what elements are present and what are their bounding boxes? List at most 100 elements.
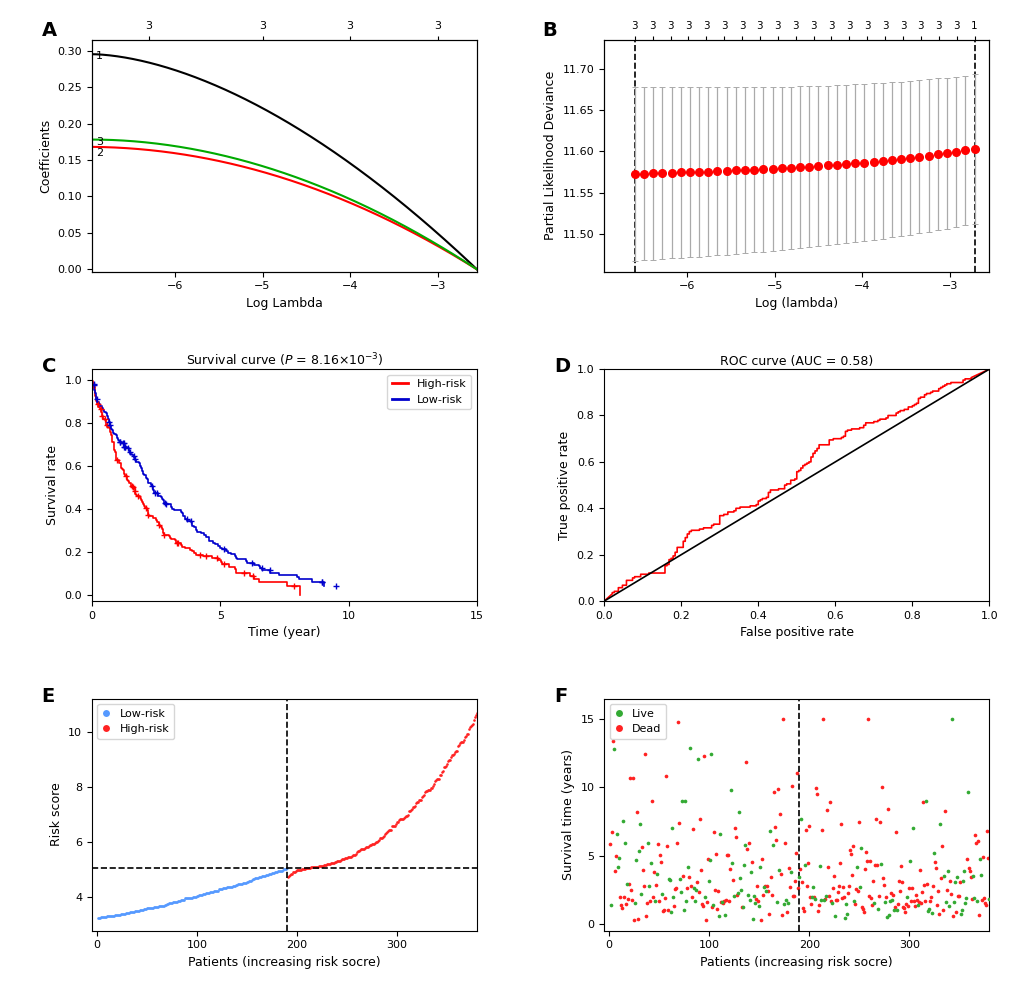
Point xyxy=(374,830,390,845)
Dead xyxy=(962,869,978,885)
Point xyxy=(434,763,450,779)
Live xyxy=(761,823,777,839)
Point xyxy=(345,847,362,863)
Point xyxy=(119,906,136,922)
Point xyxy=(463,719,479,735)
Dead xyxy=(624,892,640,908)
Point xyxy=(265,865,281,881)
Point xyxy=(297,861,313,877)
Point xyxy=(221,879,237,895)
Dead xyxy=(918,876,934,892)
Dead xyxy=(895,899,911,915)
Point xyxy=(361,838,377,853)
Live xyxy=(817,888,834,904)
Point xyxy=(156,898,172,914)
Point xyxy=(411,792,427,808)
Live xyxy=(838,896,854,912)
Live xyxy=(639,836,655,851)
Y-axis label: Coefficients: Coefficients xyxy=(39,119,52,193)
Dead xyxy=(734,900,750,916)
Point xyxy=(207,883,223,899)
Live xyxy=(736,856,752,872)
Live xyxy=(653,886,669,902)
Point xyxy=(94,909,110,925)
Point xyxy=(104,908,120,924)
Dead xyxy=(626,912,642,928)
Point xyxy=(220,879,236,895)
Dead xyxy=(766,820,783,836)
Dead xyxy=(900,898,916,914)
Point xyxy=(320,855,336,871)
Point xyxy=(91,910,107,926)
Dead xyxy=(916,893,932,909)
Dead xyxy=(887,899,903,915)
Live xyxy=(965,890,981,906)
Dead xyxy=(951,888,967,904)
Point xyxy=(313,858,329,874)
Point xyxy=(425,778,441,794)
Dead xyxy=(974,848,990,864)
Point xyxy=(136,902,152,918)
Point xyxy=(380,822,396,838)
Point xyxy=(373,830,389,845)
Dead xyxy=(650,894,666,910)
Dead xyxy=(759,883,775,899)
Dead xyxy=(970,907,986,923)
Dead xyxy=(847,896,863,912)
Point xyxy=(288,862,305,878)
Point xyxy=(413,792,429,808)
Point xyxy=(213,881,229,897)
Point xyxy=(435,759,451,775)
Live xyxy=(902,853,918,869)
Dead xyxy=(906,898,922,914)
Live xyxy=(968,893,984,909)
Point xyxy=(109,907,125,923)
Point xyxy=(96,909,112,925)
Point xyxy=(379,823,395,839)
Point xyxy=(457,730,473,745)
Dead xyxy=(948,905,964,921)
Point xyxy=(214,881,230,897)
Point xyxy=(300,860,316,876)
Point xyxy=(307,858,323,874)
Live xyxy=(849,858,865,874)
Point xyxy=(173,893,190,909)
Point xyxy=(165,894,181,910)
Point xyxy=(105,908,121,924)
Point xyxy=(427,772,443,788)
Live xyxy=(946,894,962,910)
Point xyxy=(317,857,333,873)
Live xyxy=(956,895,972,911)
Dead xyxy=(655,902,672,918)
Live xyxy=(755,879,771,895)
Dead xyxy=(698,895,714,911)
Point xyxy=(283,866,300,882)
Live xyxy=(633,886,649,902)
Point xyxy=(98,909,114,925)
Point xyxy=(253,868,269,884)
Live xyxy=(878,909,895,925)
Live xyxy=(980,891,997,907)
Point xyxy=(342,848,359,864)
Point xyxy=(414,789,430,805)
Point xyxy=(327,854,343,870)
Point xyxy=(155,898,171,914)
Dead xyxy=(882,885,899,901)
Live xyxy=(955,863,971,879)
Live xyxy=(687,893,703,909)
Point xyxy=(126,904,143,920)
Live xyxy=(750,899,766,915)
Y-axis label: Survival time (years): Survival time (years) xyxy=(561,749,575,880)
Live xyxy=(713,894,730,910)
Dead xyxy=(719,846,736,862)
Dead xyxy=(799,855,815,871)
Dead xyxy=(813,823,829,839)
Dead xyxy=(938,882,955,898)
Y-axis label: Risk score: Risk score xyxy=(50,783,62,846)
Point xyxy=(203,884,219,900)
Point xyxy=(199,885,215,901)
Point xyxy=(360,839,376,854)
X-axis label: Patients (increasing risk socre): Patients (increasing risk socre) xyxy=(700,956,893,969)
Live xyxy=(757,883,773,899)
Dead xyxy=(834,890,850,906)
